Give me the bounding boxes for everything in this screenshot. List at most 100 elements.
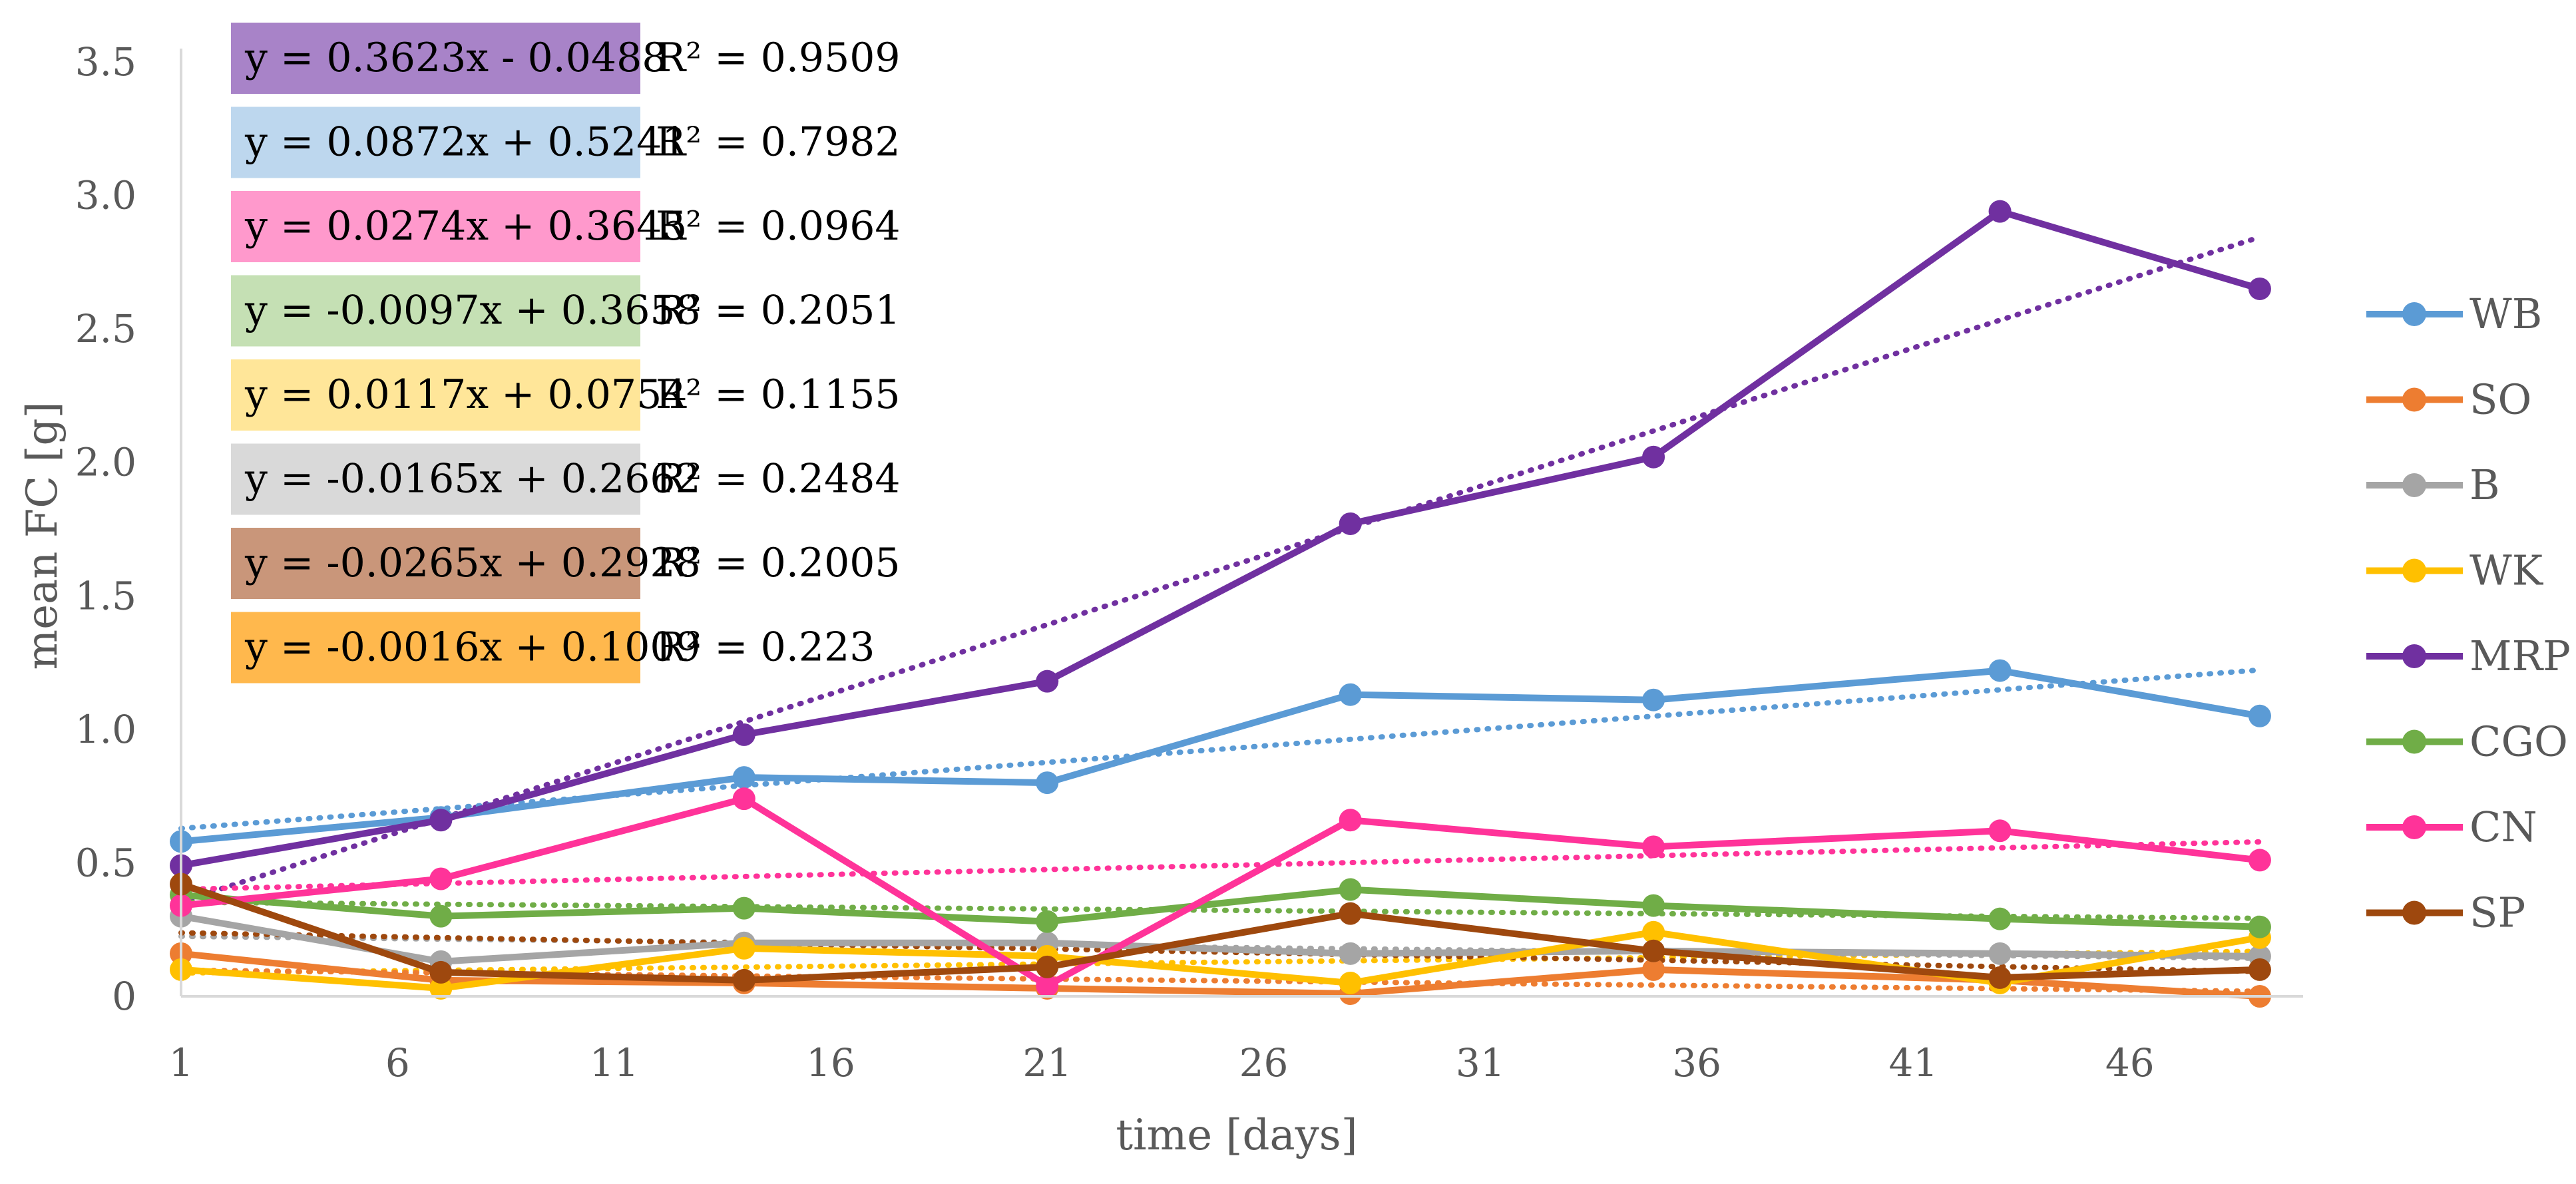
r-squared-text: R² = 0.0964 <box>656 203 901 250</box>
legend-label: SO <box>2469 375 2531 424</box>
axes: 00.51.01.52.02.53.03.51 6 11 16 21 26 31 36 41 46 <box>75 39 2303 1085</box>
equation-text: y = -0.0165x + 0.2662 <box>244 456 701 502</box>
y-axis-title: mean FC [g] <box>18 402 67 670</box>
legend-label: MRP <box>2469 632 2571 680</box>
x-tick-label: 26 <box>1239 1040 1289 1085</box>
equation-text: y = -0.0097x + 0.3658 <box>244 288 701 334</box>
data-point <box>1036 771 1059 795</box>
equation-box <box>231 106 640 178</box>
equation-box <box>231 359 640 431</box>
data-point <box>429 867 453 890</box>
legend-item-sp: SP <box>2366 888 2525 937</box>
equation-text: y = 0.3623x - 0.0488 <box>244 35 667 81</box>
r-squared-text: R² = 0.2051 <box>656 288 901 334</box>
y-tick-label: 2.0 <box>75 440 136 485</box>
series-line-sp <box>180 881 2260 984</box>
data-point <box>2248 958 2271 981</box>
data-point <box>1339 809 1362 832</box>
data-point <box>1036 955 1059 978</box>
legend-marker <box>2402 644 2426 668</box>
data-point <box>429 976 453 1000</box>
data-point <box>1036 974 1059 997</box>
data-point <box>732 723 755 746</box>
legend-item-cn: CN <box>2366 803 2537 851</box>
x-tick-label: 21 <box>1022 1040 1072 1085</box>
data-point <box>1339 971 1362 994</box>
data-point <box>2248 704 2271 727</box>
legend-label: B <box>2469 461 2500 509</box>
data-point <box>732 766 755 789</box>
series-line-cn <box>180 795 2260 989</box>
x-tick-label: 36 <box>1672 1040 1721 1085</box>
equation-box <box>231 528 640 599</box>
series-line-wb <box>180 667 2260 845</box>
legend-label: WB <box>2469 290 2542 338</box>
data-point <box>429 960 453 984</box>
trendline-mrp <box>178 234 2262 904</box>
x-axis-title: time [days] <box>1116 1111 1357 1160</box>
legend-item-cgo: CGO <box>2366 717 2568 766</box>
legend-label: CGO <box>2469 717 2568 766</box>
equation-text: y = -0.0016x + 0.1009 <box>244 624 701 671</box>
data-point <box>1339 512 1362 535</box>
data-point <box>429 904 453 928</box>
data-point <box>1642 894 1665 917</box>
legend-marker <box>2402 729 2426 754</box>
equation-box <box>231 443 640 515</box>
trendlines <box>178 234 2262 994</box>
series-cn <box>170 787 2271 997</box>
y-tick-label: 2.5 <box>75 306 136 351</box>
legend-marker <box>2402 473 2426 497</box>
data-point <box>1988 942 2012 965</box>
y-tick-label: 3.5 <box>75 39 136 85</box>
legend-marker <box>2402 387 2426 412</box>
data-point <box>1036 670 1059 693</box>
legend-marker <box>2402 900 2426 925</box>
data-point <box>1988 907 2012 930</box>
data-point <box>1642 688 1665 711</box>
legend-item-wk: WK <box>2366 546 2544 595</box>
equation-text: y = 0.0117x + 0.0754 <box>244 371 687 418</box>
x-tick-label: 46 <box>2105 1040 2155 1085</box>
data-point <box>732 787 755 811</box>
legend-label: WK <box>2469 546 2544 595</box>
r-squared-text: R² = 0.1155 <box>656 371 901 418</box>
equation-box <box>231 23 640 94</box>
legend-marker <box>2402 302 2426 326</box>
data-point <box>1988 200 2012 223</box>
data-point <box>2248 849 2271 872</box>
data-point <box>1642 939 1665 962</box>
y-tick-label: 3.0 <box>75 173 136 218</box>
legend: WB SO B WK MRP CGO CN SP <box>2366 290 2571 937</box>
r-squared-text: R² = 0.9509 <box>656 35 901 81</box>
y-tick-label: 0 <box>112 974 136 1019</box>
equation-box <box>231 275 640 347</box>
data-point <box>1988 819 2012 843</box>
data-point <box>1642 445 1665 469</box>
x-tick-label: 11 <box>590 1040 639 1085</box>
data-point <box>732 896 755 920</box>
x-tick-label: 41 <box>1889 1040 1938 1085</box>
legend-label: CN <box>2469 803 2537 851</box>
data-point <box>1036 910 1059 933</box>
r-squared-text: R² = 0.2005 <box>656 540 901 586</box>
data-point <box>1339 683 1362 706</box>
data-point <box>1988 659 2012 682</box>
equation-box <box>231 612 640 684</box>
series-line-b <box>180 912 2260 965</box>
x-tick-label: 6 <box>385 1040 410 1085</box>
data-point <box>732 936 755 960</box>
r-squared-text: R² = 0.2484 <box>656 456 901 502</box>
equation-text: y = 0.0274x + 0.3645 <box>244 203 687 250</box>
r-squared-text: R² = 0.223 <box>656 624 875 671</box>
y-tick-label: 0.5 <box>75 840 136 885</box>
series-lines <box>170 200 2271 1008</box>
data-point <box>1339 878 1362 901</box>
